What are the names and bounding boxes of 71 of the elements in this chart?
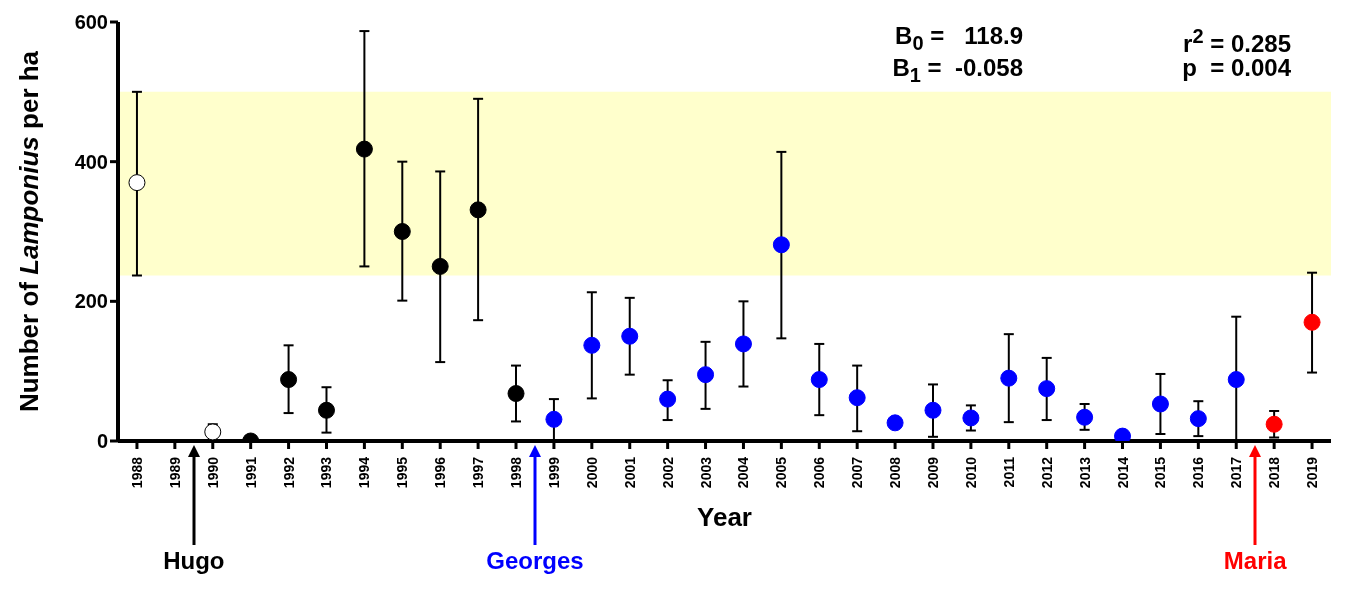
point [469,201,487,219]
point [1265,415,1283,433]
x-tick-label: 2018 [1266,456,1283,489]
point [924,401,942,419]
point [393,223,411,240]
x-tick-label: 1996 [432,456,449,489]
point [1038,380,1056,398]
point [1303,313,1321,331]
annotation: B$_{1}$ = -0.058 [892,54,1023,88]
x-tick-label: 2012 [1038,456,1055,489]
x-tick-label: 1992 [280,456,297,489]
x-tick-label: 2006 [811,456,828,489]
point [431,257,449,275]
y-tick-label: 200 [74,290,108,313]
point [810,371,828,389]
x-tick-label: 1991 [242,456,259,489]
point [545,410,563,428]
x-tick-label: 2010 [962,456,979,489]
x-tick-label: 2019 [1304,456,1321,489]
x-tick-label: 2013 [1076,456,1093,489]
x-tick-label: 2001 [621,456,638,489]
point [772,236,790,254]
x-tick-label: 2007 [849,456,866,489]
point [1227,371,1245,389]
point [848,389,866,407]
x-tick-label: 2003 [697,456,714,489]
point [734,335,752,353]
point [962,409,980,427]
y-tick-label: 400 [74,150,108,173]
text: Hugo [162,547,226,575]
x-tick-label: 2000 [583,456,600,489]
point [507,385,525,403]
x-tick-label: 1990 [204,456,221,489]
x-tick-label: 2008 [887,456,904,489]
point [128,174,146,192]
x-axis-title: Year [697,502,752,532]
x-tick-label: 1988 [128,456,145,489]
x-tick-label: 2002 [659,456,676,489]
y-tick-label: 600 [74,11,108,34]
x-tick-label: 1994 [356,456,373,489]
x-tick-label: 1995 [394,456,411,489]
x-tick-label: 1993 [318,456,335,489]
x-tick-label: 2016 [1190,456,1207,489]
point [697,366,715,384]
point [583,336,601,354]
y-tick-label: 0 [96,430,108,453]
point [659,390,677,408]
point [1189,410,1207,428]
point [886,414,904,432]
x-tick-label: 2009 [924,456,941,489]
point [1000,369,1018,387]
x-tick-label: 1997 [470,456,487,489]
x-tick-label: 2011 [1000,456,1017,488]
point [317,401,335,419]
x-tick-label: 1999 [545,456,562,489]
x-tick-label: 1989 [166,456,183,489]
point [1151,395,1169,413]
x-tick-label: 2005 [773,456,790,489]
point [621,327,639,345]
text: Georges [485,547,585,575]
x-tick-label: 2017 [1228,456,1245,489]
y-axis-title: Number of Lamponius per ha [14,50,44,413]
text: Maria [1222,547,1288,575]
x-tick-label: 1998 [508,456,525,489]
point [280,371,298,389]
x-tick-label: 2015 [1152,456,1169,489]
annotation: B$_{0}$ = 118.9 [895,22,1023,54]
point [355,140,373,158]
x-tick-label: 2014 [1114,456,1131,489]
point [1076,408,1094,426]
x-tick-label: 2004 [735,456,752,489]
